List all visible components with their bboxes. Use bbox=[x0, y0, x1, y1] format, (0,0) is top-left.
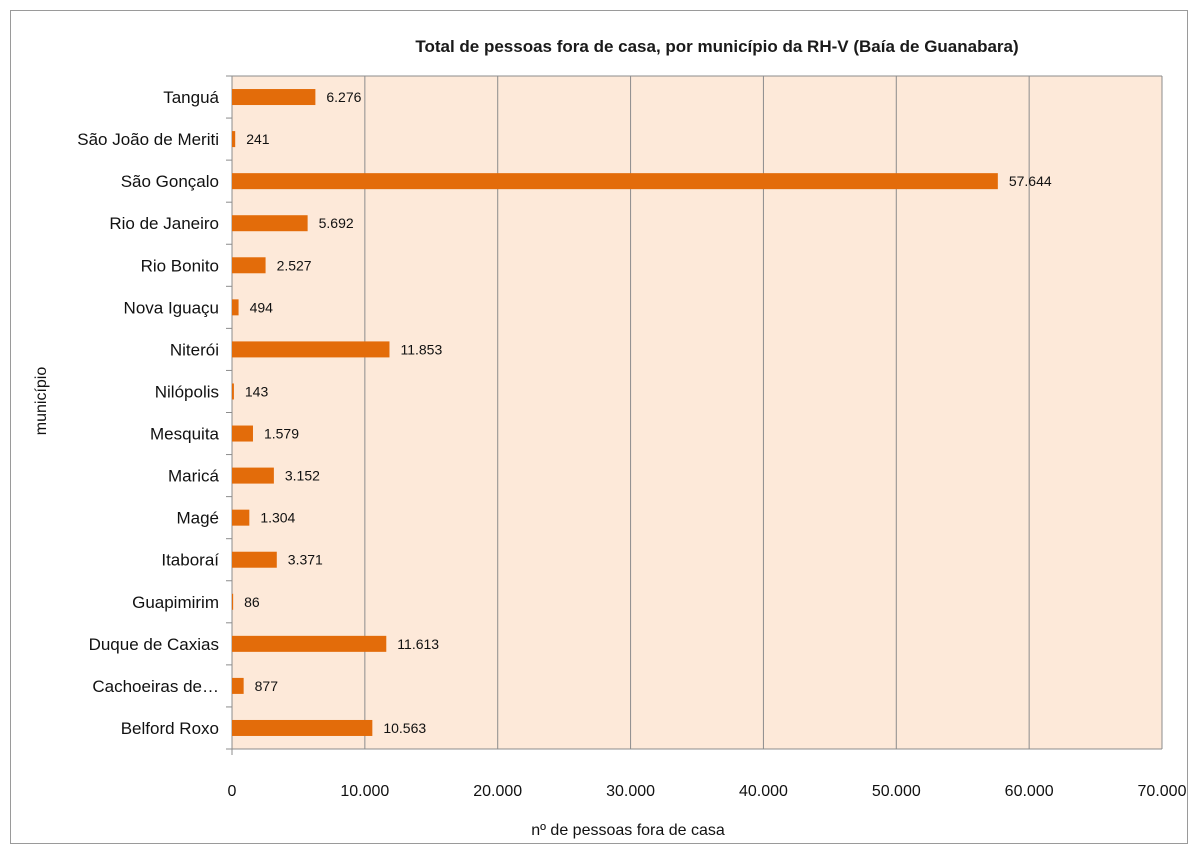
category-label: São João de Meriti bbox=[77, 130, 219, 149]
data-label: 3.371 bbox=[288, 552, 323, 568]
category-label: Itaboraí bbox=[161, 551, 219, 570]
category-label: Niterói bbox=[170, 340, 219, 359]
category-label: Mesquita bbox=[150, 425, 220, 444]
bars bbox=[232, 89, 998, 736]
data-label: 6.276 bbox=[326, 89, 361, 105]
data-label: 1.304 bbox=[260, 510, 295, 526]
x-tick-labels: 0 10.000 20.000 30.000 40.000 50.000 60.000 70.… bbox=[228, 783, 1187, 800]
category-label: Nova Iguaçu bbox=[124, 298, 219, 317]
bar bbox=[232, 635, 387, 652]
data-labels: 6.276 241 57.644 5.692 2.527 494 11.853 143 1.57… bbox=[244, 89, 1052, 736]
category-label: Nilópolis bbox=[155, 382, 219, 401]
data-label: 1.579 bbox=[264, 426, 299, 442]
data-label: 143 bbox=[245, 383, 269, 399]
x-axis-title: nº de pessoas fora de casa bbox=[531, 822, 725, 839]
x-tick-label: 0 bbox=[228, 783, 237, 800]
x-tick-label: 30.000 bbox=[606, 783, 655, 800]
bar bbox=[232, 131, 236, 148]
category-label: Duque de Caxias bbox=[89, 635, 219, 654]
data-label: 86 bbox=[244, 594, 260, 610]
category-label: Tanguá bbox=[163, 88, 219, 107]
x-tick-label: 70.000 bbox=[1138, 783, 1187, 800]
data-label: 494 bbox=[250, 299, 274, 315]
x-tick-label: 40.000 bbox=[739, 783, 788, 800]
bar bbox=[232, 677, 244, 694]
bar bbox=[232, 719, 373, 736]
category-labels: Tanguá São João de Meriti São Gonçalo Rio d… bbox=[77, 88, 219, 738]
data-label: 57.644 bbox=[1009, 173, 1052, 189]
bar bbox=[232, 341, 390, 358]
category-label: São Gonçalo bbox=[121, 172, 219, 191]
bar bbox=[232, 593, 234, 610]
data-label: 10.563 bbox=[383, 720, 426, 736]
chart-frame: Total de pessoas fora de casa, por munic… bbox=[10, 10, 1188, 844]
x-tick-label: 20.000 bbox=[473, 783, 522, 800]
bar bbox=[232, 383, 234, 400]
data-label: 877 bbox=[255, 678, 279, 694]
bar bbox=[232, 215, 308, 232]
category-label: Belford Roxo bbox=[121, 719, 219, 738]
x-tick-label: 10.000 bbox=[340, 783, 389, 800]
bar bbox=[232, 299, 239, 316]
data-label: 241 bbox=[246, 131, 270, 147]
bar bbox=[232, 509, 250, 526]
data-label: 5.692 bbox=[319, 215, 354, 231]
category-label: Guapimirim bbox=[132, 593, 219, 612]
x-tick-label: 50.000 bbox=[872, 783, 921, 800]
category-label: Rio Bonito bbox=[141, 256, 219, 275]
bar bbox=[232, 89, 316, 106]
x-tick-label: 60.000 bbox=[1005, 783, 1054, 800]
category-label: Rio de Janeiro bbox=[109, 214, 219, 233]
bar bbox=[232, 467, 274, 484]
bar bbox=[232, 551, 277, 568]
bar bbox=[232, 425, 253, 442]
category-label: Magé bbox=[176, 509, 219, 528]
data-label: 2.527 bbox=[277, 257, 312, 273]
data-label: 3.152 bbox=[285, 468, 320, 484]
data-label: 11.853 bbox=[400, 341, 442, 357]
category-label: Cachoeiras de… bbox=[92, 677, 219, 696]
bar bbox=[232, 257, 266, 274]
y-axis-title: município bbox=[33, 367, 50, 436]
data-label: 11.613 bbox=[397, 636, 439, 652]
bar-chart: Total de pessoas fora de casa, por munic… bbox=[33, 37, 1187, 839]
chart-title: Total de pessoas fora de casa, por munic… bbox=[415, 37, 1018, 56]
bar bbox=[232, 173, 998, 190]
category-label: Maricá bbox=[168, 467, 220, 486]
